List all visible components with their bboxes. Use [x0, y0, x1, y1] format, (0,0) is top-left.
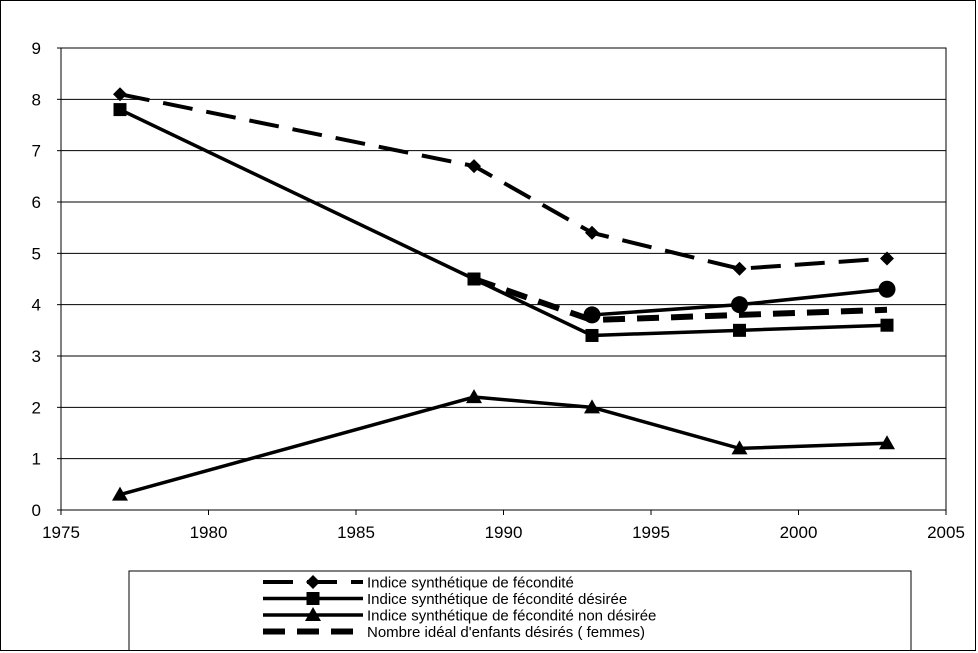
diamond-marker — [585, 225, 599, 240]
y-tick-label: 7 — [32, 142, 41, 161]
series-1 — [113, 87, 894, 276]
legend-triangle-marker — [305, 607, 321, 621]
x-tick-label: 1990 — [485, 523, 523, 542]
square-marker — [880, 318, 894, 332]
y-tick-label: 4 — [32, 296, 41, 315]
triangle-marker — [731, 440, 748, 455]
circle-marker — [878, 280, 896, 298]
series-2 — [113, 103, 894, 342]
legend-item: Indice synthétique de fécondité désirée — [263, 591, 627, 608]
y-tick-label: 1 — [32, 450, 41, 469]
legend-label: Indice synthétique de fécondité — [367, 575, 574, 592]
y-tick-label: 9 — [32, 39, 41, 58]
x-tick-label: 1985 — [337, 523, 375, 542]
triangle-marker — [584, 399, 600, 414]
diamond-marker — [113, 87, 127, 102]
x-tick-label: 1995 — [632, 523, 670, 542]
square-marker — [113, 103, 127, 117]
series-line — [473, 276, 888, 324]
circle-marker — [583, 306, 601, 324]
legend-square-marker — [306, 592, 320, 605]
triangle-marker — [879, 435, 895, 450]
series-4 — [473, 276, 888, 324]
y-tick-label: 6 — [32, 193, 41, 212]
diamond-marker — [732, 261, 747, 276]
x-tick-label: 1980 — [190, 523, 228, 542]
y-tick-label: 0 — [32, 501, 41, 520]
series-3 — [112, 389, 895, 501]
circle-marker — [731, 296, 748, 314]
square-marker — [733, 323, 746, 337]
legend-item: Nombre idéal d'enfants désirés ( femmes) — [263, 624, 645, 641]
legend-item: Indice synthétique de fécondité non dési… — [263, 607, 656, 625]
plot-area — [61, 48, 946, 510]
triangle-marker — [112, 486, 128, 501]
y-tick-label: 8 — [32, 90, 41, 109]
legend-label: Indice synthétique de fécondité non dési… — [367, 608, 656, 625]
legend-item: Indice synthétique de fécondité — [263, 575, 574, 592]
x-tick-label: 2000 — [780, 523, 818, 542]
y-tick-label: 2 — [32, 398, 41, 417]
x-tick-label: 2005 — [927, 523, 965, 542]
diamond-marker — [880, 251, 894, 266]
y-tick-label: 5 — [32, 244, 41, 263]
legend-label: Indice synthétique de fécondité désirée — [367, 591, 627, 608]
triangle-marker — [466, 389, 482, 404]
square-marker — [585, 328, 599, 342]
diamond-marker — [467, 159, 481, 174]
x-tick-label: 1975 — [42, 523, 80, 542]
y-tick-label: 3 — [32, 347, 41, 366]
legend-box — [128, 570, 912, 650]
series-5 — [583, 280, 896, 324]
legend-label: Nombre idéal d'enfants désirés ( femmes) — [367, 624, 645, 641]
legend-diamond-marker — [306, 575, 320, 589]
